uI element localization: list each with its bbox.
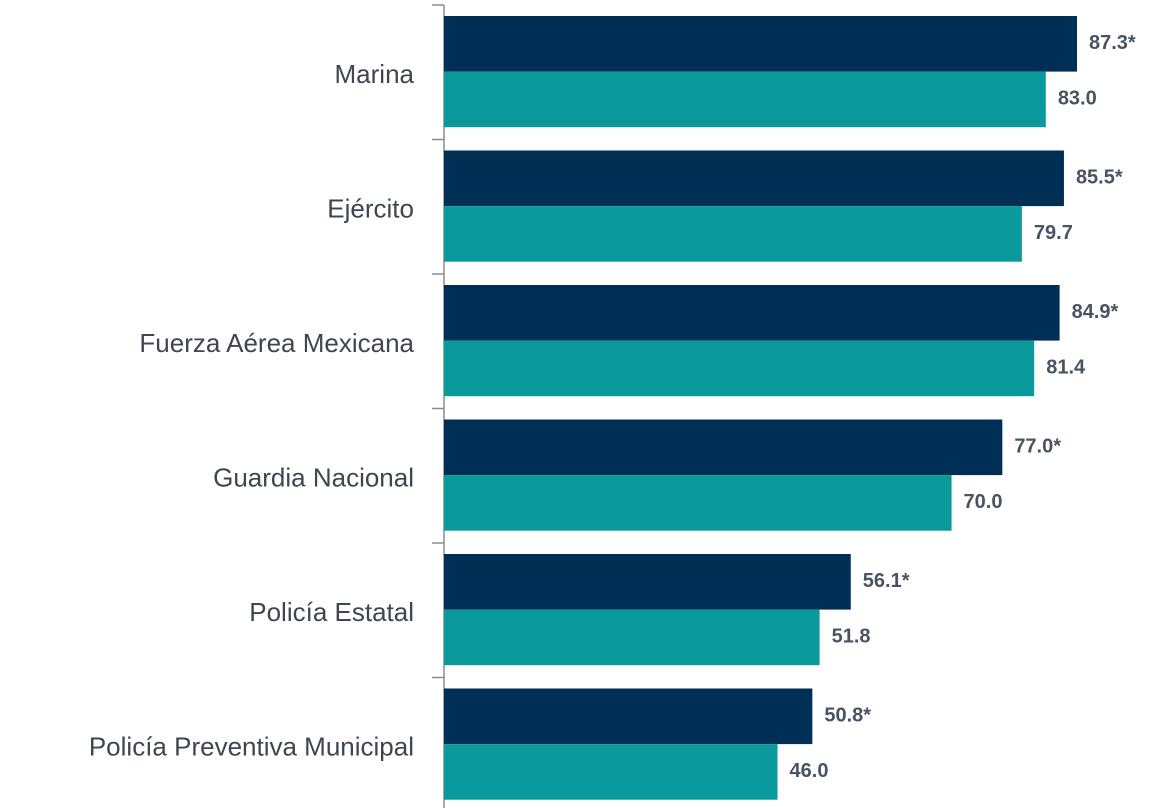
value-label: 77.0* (1014, 436, 1061, 458)
bar (444, 340, 1035, 397)
category-label: Guardia Nacional (213, 463, 414, 493)
value-label: 84.9* (1072, 301, 1119, 323)
value-label: 87.3* (1089, 32, 1136, 54)
bar (444, 16, 1077, 72)
category-label: Policía Estatal (249, 597, 414, 627)
value-label: 56.1* (863, 570, 910, 592)
value-label: 70.0 (964, 491, 1003, 513)
category-label: Marina (335, 59, 415, 89)
bar (444, 688, 813, 745)
category-label: Ejército (327, 194, 414, 224)
bar (444, 609, 820, 666)
value-label: 79.7 (1034, 222, 1073, 244)
value-label: 85.5* (1076, 167, 1123, 189)
bar (444, 554, 851, 610)
bar (444, 150, 1064, 207)
value-label: 51.8 (832, 626, 871, 648)
bar (444, 744, 778, 800)
bar (444, 71, 1046, 128)
value-label: 50.8* (824, 705, 871, 727)
bar (444, 419, 1003, 476)
value-label: 81.4 (1046, 357, 1086, 379)
category-label: Fuerza Aérea Mexicana (139, 328, 414, 358)
value-label: 83.0 (1058, 88, 1097, 110)
category-label: Policía Preventiva Municipal (89, 732, 414, 762)
value-label: 46.0 (790, 760, 829, 782)
bar (444, 285, 1060, 341)
bar (444, 475, 952, 531)
bar (444, 206, 1022, 262)
